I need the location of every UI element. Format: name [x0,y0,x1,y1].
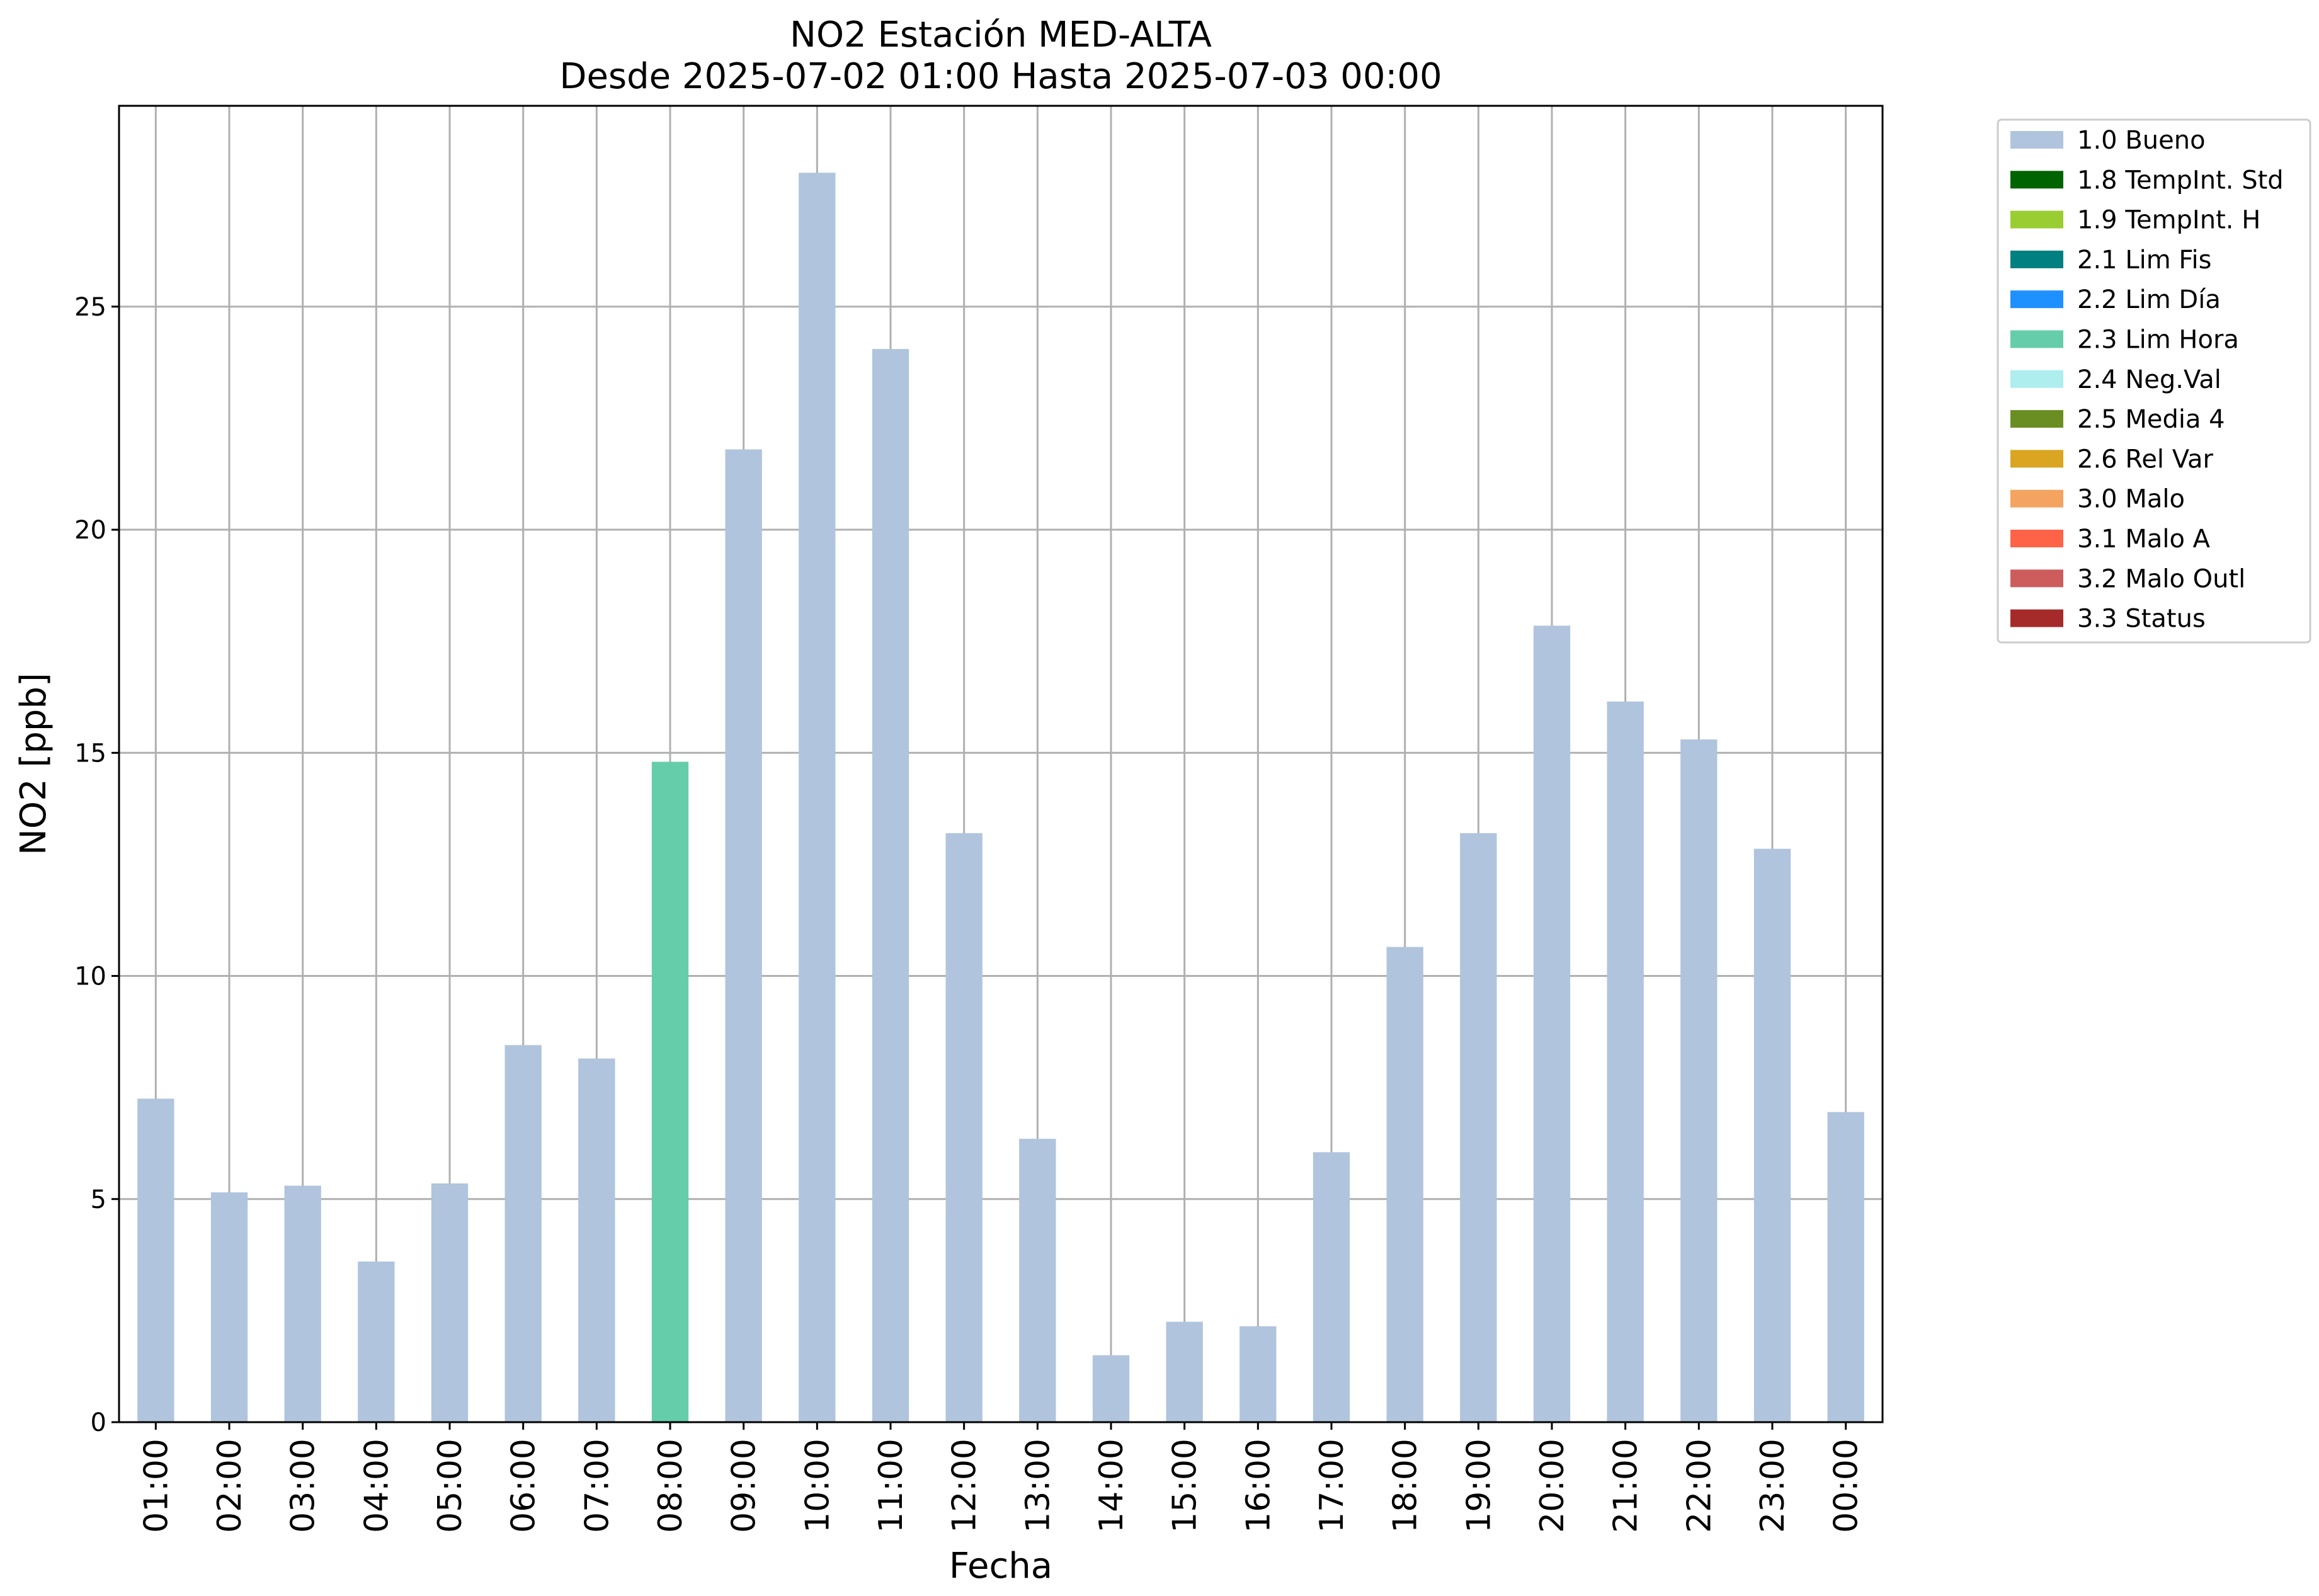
bar-0800 [651,761,689,1422]
bar-1200 [945,833,983,1422]
y-tick-label: 10 [74,962,106,991]
bar-1500 [1166,1321,1203,1422]
legend-label: 2.4 Neg.Val [2077,365,2221,394]
x-tick-label: 14:00 [1093,1439,1131,1533]
x-tick-label: 10:00 [799,1439,836,1533]
legend-label: 2.6 Rel Var [2077,445,2214,474]
legend-frame [1997,118,2311,644]
bar-0700 [578,1058,615,1422]
y-axis-label: NO2 [ppb] [13,673,54,855]
x-tick-label: 03:00 [285,1439,322,1533]
legend-swatch [2010,210,2063,229]
x-tick-label: 01:00 [137,1439,175,1533]
bar-2200 [1680,739,1718,1422]
legend-swatch [2010,171,2063,189]
y-tick-label: 5 [91,1185,106,1214]
legend-swatch [2010,250,2063,268]
x-tick-label: 20:00 [1534,1439,1571,1533]
x-tick-label: 23:00 [1754,1439,1792,1533]
y-tick-label: 0 [91,1408,106,1437]
legend-label: 2.1 Lim Fis [2077,246,2211,275]
bar-2100 [1607,701,1644,1422]
x-axis-label: Fecha [949,1546,1052,1587]
bar-1000 [799,173,836,1422]
legend: 1.0 Bueno 1.8 TempInt. Std 1.9 TempInt. H 2… [1997,118,2311,644]
chart-subtitle: Desde 2025-07-02 01:00 Hasta 2025-07-03 … [559,56,1442,97]
bar-1600 [1239,1326,1277,1422]
x-tick-label: 16:00 [1239,1439,1277,1533]
bar-0500 [431,1183,469,1422]
y-tick-label: 25 [74,293,106,322]
x-tick-label: 04:00 [358,1439,396,1533]
bar-1700 [1313,1152,1350,1422]
bar-2300 [1753,848,1791,1422]
x-tick-label: 12:00 [946,1439,984,1533]
legend-swatch [2010,290,2063,309]
y-axis-ticks: 0 5 10 15 20 25 [74,293,119,1437]
bar-1900 [1460,833,1497,1422]
x-axis-ticks: 01:00 02:00 03:00 04:00 05:00 06:00 07:00 08:00… [137,1422,1866,1533]
plot-frame [118,105,1884,1423]
x-tick-label: 18:00 [1387,1439,1425,1533]
legend-swatch [2010,609,2063,627]
legend-label: 1.8 TempInt. Std [2077,166,2284,195]
y-tick-label: 20 [74,516,106,545]
x-tick-label: 08:00 [652,1439,690,1533]
bar-0600 [504,1045,542,1422]
legend-swatch [2010,131,2063,149]
legend-label: 2.3 Lim Hora [2077,326,2239,355]
bar-0400 [358,1261,395,1422]
bar-1100 [872,349,909,1422]
x-tick-label: 07:00 [578,1439,616,1533]
bar-1300 [1019,1139,1056,1422]
x-tick-label: 09:00 [726,1439,763,1533]
legend-label: 1.9 TempInt. H [2077,206,2260,235]
legend-swatch [2010,410,2063,428]
x-tick-label: 05:00 [431,1439,469,1533]
legend-label: 2.5 Media 4 [2077,405,2225,434]
bar-1400 [1092,1355,1130,1422]
bar-0200 [210,1192,248,1422]
legend-label: 2.2 Lim Día [2077,285,2221,314]
bar-0900 [725,449,762,1423]
x-tick-label: 17:00 [1313,1439,1351,1533]
bar-0300 [284,1185,321,1422]
legend-swatch [2010,370,2063,388]
bars [137,173,1864,1423]
legend-label: 3.1 Malo A [2077,525,2211,554]
x-tick-label: 22:00 [1680,1439,1718,1533]
x-tick-label: 21:00 [1607,1439,1645,1533]
chart-title: NO2 Estación MED-ALTA [790,14,1212,55]
x-tick-label: 19:00 [1460,1439,1498,1533]
x-tick-label: 11:00 [872,1439,910,1533]
legend-swatch [2010,569,2063,588]
bar-2000 [1533,625,1571,1423]
legend-label: 3.2 Malo Outl [2077,564,2245,593]
bar-0000 [1827,1112,1864,1422]
legend-label: 1.0 Bueno [2077,126,2206,155]
legend-swatch [2010,450,2063,468]
bar-0100 [137,1098,174,1422]
x-tick-label: 00:00 [1828,1439,1866,1533]
x-tick-label: 15:00 [1166,1439,1204,1533]
legend-swatch [2010,530,2063,547]
x-tick-label: 02:00 [211,1439,249,1533]
y-tick-label: 15 [74,739,106,768]
legend-label: 3.3 Status [2077,605,2206,634]
legend-swatch [2010,489,2063,508]
bar-1800 [1386,947,1423,1422]
x-tick-label: 06:00 [505,1439,543,1533]
legend-label: 3.0 Malo [2077,485,2185,514]
legend-swatch [2010,330,2063,348]
x-tick-label: 13:00 [1019,1439,1057,1533]
